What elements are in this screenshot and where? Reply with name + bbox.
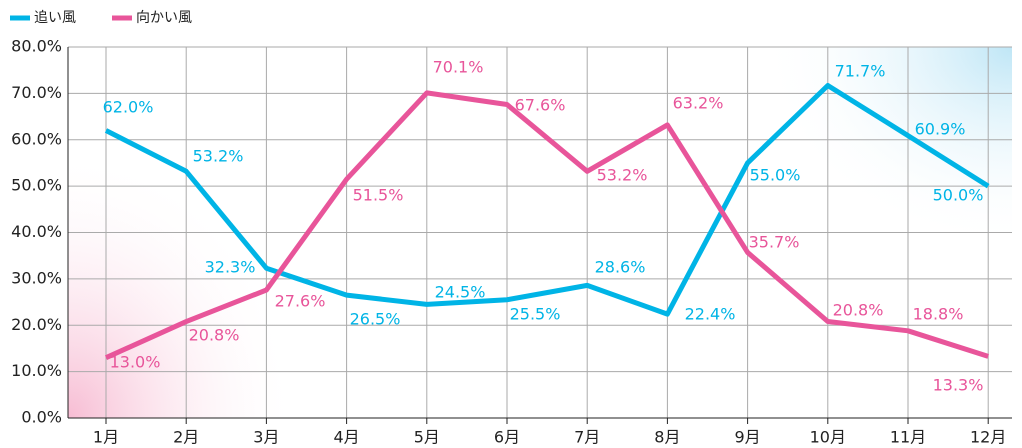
y-tick-label: 40.0% xyxy=(11,222,62,241)
data-label: 51.5% xyxy=(353,186,404,205)
data-label: 55.0% xyxy=(750,166,801,185)
data-label: 20.8% xyxy=(833,301,884,320)
data-label: 26.5% xyxy=(350,310,401,329)
data-label: 18.8% xyxy=(913,305,964,324)
data-label: 24.5% xyxy=(435,283,486,302)
data-label: 71.7% xyxy=(835,62,886,81)
data-label: 25.5% xyxy=(510,305,561,324)
data-label: 70.1% xyxy=(433,58,484,77)
x-tick-label: 7月 xyxy=(574,428,600,447)
x-tick-label: 6月 xyxy=(494,428,520,447)
y-tick-label: 80.0% xyxy=(11,37,62,56)
x-tick-label: 12月 xyxy=(970,428,1006,447)
background-glow xyxy=(68,150,298,418)
series-line xyxy=(104,90,989,360)
background-glow xyxy=(760,47,1012,247)
data-label: 67.6% xyxy=(515,96,566,115)
x-tick-label: 1月 xyxy=(93,428,119,447)
data-label: 22.4% xyxy=(685,305,736,324)
data-label: 60.9% xyxy=(915,120,966,139)
data-label: 28.6% xyxy=(595,258,646,277)
y-tick-label: 0.0% xyxy=(21,408,62,427)
data-label: 27.6% xyxy=(275,292,326,311)
x-tick-label: 3月 xyxy=(253,428,279,447)
data-label: 20.8% xyxy=(189,326,240,345)
legend-label: 追い風 xyxy=(34,10,76,26)
data-label: 13.0% xyxy=(110,353,161,372)
data-label: 35.7% xyxy=(749,233,800,252)
x-tick-label: 10月 xyxy=(810,428,846,447)
y-tick-label: 30.0% xyxy=(11,268,62,287)
series-line xyxy=(104,82,990,317)
legend-label: 向かい風 xyxy=(136,10,192,26)
x-tick-label: 8月 xyxy=(654,428,680,447)
x-tick-label: 5月 xyxy=(414,428,440,447)
y-tick-label: 70.0% xyxy=(11,83,62,102)
y-tick-label: 20.0% xyxy=(11,315,62,334)
y-tick-label: 50.0% xyxy=(11,176,62,195)
x-tick-label: 2月 xyxy=(173,428,199,447)
data-label: 63.2% xyxy=(673,94,724,113)
x-tick-label: 11月 xyxy=(890,428,926,447)
x-tick-label: 4月 xyxy=(334,428,360,447)
data-label: 13.3% xyxy=(933,376,984,395)
data-label: 50.0% xyxy=(933,186,984,205)
data-label: 53.2% xyxy=(193,147,244,166)
y-tick-label: 60.0% xyxy=(11,129,62,148)
data-label: 62.0% xyxy=(103,98,154,117)
x-tick-label: 9月 xyxy=(735,428,761,447)
data-label: 53.2% xyxy=(597,166,648,185)
y-tick-label: 10.0% xyxy=(11,361,62,380)
data-label: 32.3% xyxy=(205,258,256,277)
